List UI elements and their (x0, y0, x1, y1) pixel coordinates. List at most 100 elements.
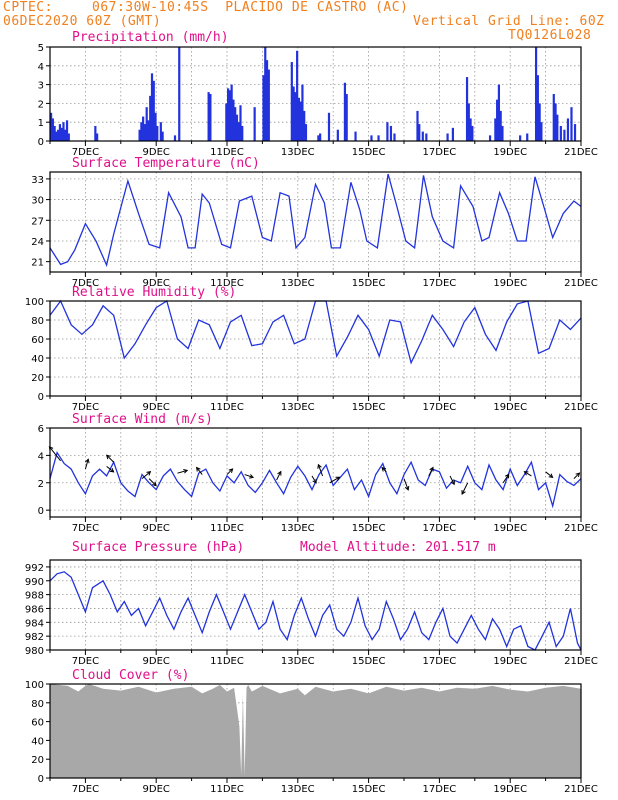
precip-bar (154, 112, 157, 141)
y-tick-label: 27 (31, 216, 44, 227)
panel-frame (49, 171, 582, 273)
x-tick-label: 15DEC (352, 278, 386, 289)
precip-bar (161, 131, 164, 141)
header-run: 06DEC2020 60Z (GMT) (3, 14, 162, 29)
precip-bar (297, 97, 300, 141)
wind-arrow-head (575, 472, 581, 478)
precip-bar (296, 50, 299, 142)
precip-bar (559, 125, 562, 141)
y-tick-label: 980 (25, 646, 44, 657)
x-tick-label: 7DEC (72, 402, 99, 413)
wind-arrow-head (381, 466, 387, 472)
x-tick-label: 7DEC (72, 656, 99, 667)
series-line (49, 299, 582, 365)
precip-bar (446, 133, 449, 141)
x-tick-label: 11DEC (210, 523, 244, 534)
precip-bar (526, 133, 529, 141)
wind-arrow-head (312, 478, 317, 484)
panel-title: Precipitation (mm/h) (72, 30, 229, 45)
y-tick-label: 24 (31, 237, 44, 248)
precip-bar (173, 135, 177, 141)
wind-arrow (106, 454, 115, 463)
header-grid-note: Vertical Grid Line: 60Z (413, 14, 605, 29)
precip-bar (343, 82, 347, 141)
precip-bar (451, 127, 454, 141)
y-tick-label: 988 (25, 591, 44, 602)
precip-bar (497, 84, 501, 141)
x-tick-label: 21DEC (564, 656, 598, 667)
y-tick-label: 100 (25, 680, 44, 691)
precip-bar (50, 112, 53, 141)
y-tick-label: 0 (38, 774, 44, 785)
precip-bar (145, 107, 148, 141)
precip-bar (301, 84, 304, 141)
wind-arrow (276, 471, 282, 481)
panel-title: Surface Pressure (hPa) (72, 540, 244, 555)
precip-bar (496, 99, 499, 141)
panel-annotation: Model Altitude: 201.517 m (300, 540, 496, 555)
panel-5: Surface Pressure (hPa) Model Altitude: 20… (25, 540, 598, 667)
precip-bar (294, 92, 297, 141)
series-line (49, 451, 582, 509)
precip-bar (138, 129, 141, 141)
x-tick-label: 7DEC (72, 523, 99, 534)
x-tick-label: 21DEC (564, 784, 598, 795)
y-tick-label: 5 (38, 43, 44, 54)
precip-bar (303, 110, 306, 141)
wind-arrow-head (109, 468, 115, 473)
precip-bar (267, 69, 270, 141)
precip-bar (239, 105, 242, 141)
precip-bar (64, 129, 67, 141)
series-line (49, 571, 582, 651)
y-tick-label: 33 (31, 175, 44, 186)
panel-title: Cloud Cover (%) (72, 668, 189, 683)
precip-bar (96, 133, 99, 141)
wind-arrow (449, 475, 455, 485)
x-tick-label: 17DEC (423, 656, 457, 667)
x-tick-label: 17DEC (423, 278, 457, 289)
precip-bar (319, 133, 322, 141)
precip-bar (207, 92, 210, 141)
wind-arrow (573, 472, 580, 480)
x-tick-label: 9DEC (143, 523, 170, 534)
precip-bar (237, 122, 240, 141)
panel-title: Surface Wind (m/s) (72, 412, 213, 427)
precip-bar (62, 122, 65, 141)
precip-bar (471, 125, 474, 141)
x-tick-label: 15DEC (352, 784, 386, 795)
y-tick-label: 21 (31, 258, 44, 269)
precip-bar (299, 101, 302, 141)
precip-bar (317, 135, 320, 141)
precip-bar (55, 131, 58, 141)
precip-bar (573, 124, 577, 141)
precip-bar (519, 135, 522, 141)
precip-bar (377, 135, 380, 141)
precip-bar (253, 107, 256, 141)
series-line (49, 173, 582, 268)
wind-arrow-head (429, 466, 434, 472)
precip-bar (264, 47, 267, 141)
precip-bar (304, 124, 308, 141)
precip-bar (265, 60, 269, 141)
x-tick-label: 15DEC (352, 147, 386, 158)
precip-bar (225, 103, 228, 141)
precip-bar (159, 122, 162, 141)
y-tick-label: 0 (38, 137, 44, 148)
precip-bar (58, 124, 62, 141)
wind-arrow (196, 467, 203, 475)
precip-bar (540, 122, 543, 141)
x-tick-label: 7DEC (72, 147, 99, 158)
wind-arrow-head (195, 466, 201, 472)
precip-bar (389, 125, 393, 141)
y-tick-label: 992 (25, 563, 44, 574)
panel-1: Precipitation (mm/h) 0 1 2 3 4 5 7DEC 9DEC 11DEC 1… (38, 30, 598, 158)
y-tick-label: 990 (25, 577, 44, 588)
y-tick-label: 0 (38, 506, 44, 517)
header-location: 067:30W-10:45S PLACIDO DE CASTRO (AC) (92, 0, 409, 15)
wind-arrow (84, 459, 89, 470)
cloud-area (50, 684, 581, 778)
panel-frame (49, 300, 582, 397)
precip-bar (538, 103, 541, 141)
x-tick-label: 21DEC (564, 278, 598, 289)
